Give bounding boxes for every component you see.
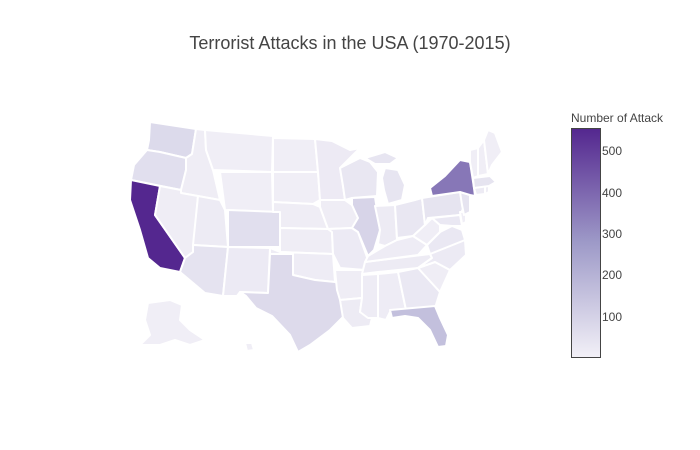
chart-title: Terrorist Attacks in the USA (1970-2015) [189, 33, 511, 53]
state-WI[interactable] [339, 157, 379, 201]
state-TX[interactable] [239, 253, 346, 353]
colorbar [571, 128, 601, 358]
state-MA[interactable] [472, 175, 497, 189]
state-NY[interactable] [429, 159, 476, 197]
colorbar-tick-label: 400 [602, 185, 623, 200]
state-UT[interactable] [192, 195, 229, 248]
colorbar-tick-label: 100 [602, 309, 623, 324]
state-KS[interactable] [279, 227, 334, 255]
state-MI-UP[interactable] [364, 151, 399, 165]
state-SD[interactable] [272, 171, 321, 205]
state-ME[interactable] [483, 129, 503, 175]
state-AK[interactable] [139, 299, 206, 346]
state-IN[interactable] [374, 204, 398, 247]
colorbar-tick-label: 300 [602, 226, 623, 241]
colorbar-tick-label: 200 [602, 268, 623, 283]
state-HI[interactable] [244, 342, 255, 352]
state-MD[interactable] [431, 214, 463, 227]
state-FL[interactable] [389, 305, 449, 348]
state-WY[interactable] [219, 171, 274, 213]
state-MT[interactable] [204, 129, 274, 173]
state-MS[interactable] [359, 273, 379, 319]
state-AR[interactable] [334, 269, 366, 301]
state-ND[interactable] [272, 137, 319, 173]
state-CO[interactable] [227, 209, 281, 248]
state-NM[interactable] [222, 246, 271, 297]
state-VT[interactable] [469, 147, 479, 179]
state-MI[interactable] [381, 167, 406, 205]
colorbar-title: Number of Attack [571, 111, 664, 125]
states-layer [129, 121, 503, 353]
us-choropleth-map [129, 121, 503, 353]
colorbar-tick-label: 500 [602, 144, 623, 159]
state-NC[interactable] [417, 239, 467, 271]
state-GA[interactable] [397, 267, 441, 311]
